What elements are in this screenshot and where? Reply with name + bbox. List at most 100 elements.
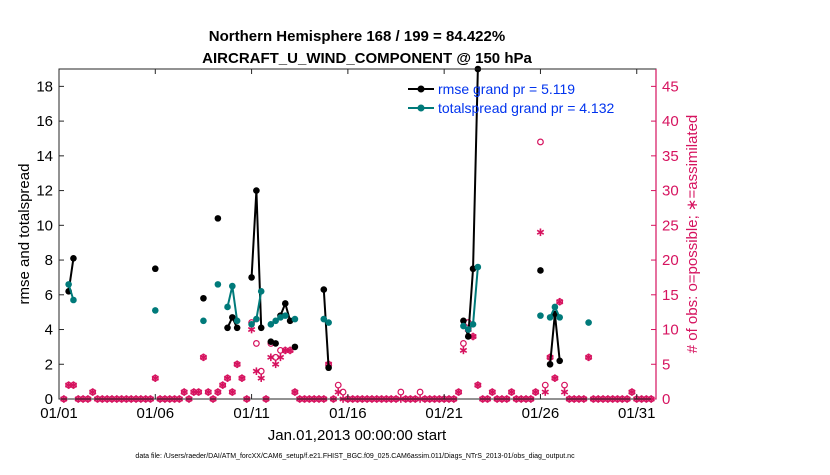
- rmse-point: [546, 360, 554, 368]
- spread-point: [200, 317, 207, 325]
- obs-assimilated-stroke: [584, 354, 593, 360]
- rmse-point: [229, 314, 236, 321]
- rmse-point: [257, 324, 265, 332]
- y2-tick-label: 20: [662, 252, 679, 269]
- obs-assimilated-stroke: [180, 389, 188, 395]
- rmse-point: [70, 255, 77, 262]
- obs-assimilated-stroke: [488, 389, 496, 395]
- obs-assimilated-point: [228, 388, 237, 396]
- obs-assimilated-stroke: [474, 382, 482, 388]
- obs-assimilated-stroke: [214, 389, 222, 395]
- y2-tick-label: 45: [662, 78, 679, 95]
- obs-assimilated-stroke: [334, 389, 342, 395]
- x-tick-label: 01/11: [233, 405, 269, 422]
- rmse-point: [272, 340, 279, 347]
- obs-assimilated-point: [459, 346, 468, 355]
- obs-assimilated-point: [488, 388, 496, 396]
- spread-point: [291, 315, 299, 323]
- obs-assimilated-point: [291, 388, 299, 396]
- obs-assimilated-point: [551, 374, 559, 382]
- obs-assimilated-stroke: [233, 361, 241, 367]
- y2-tick-label: 35: [662, 148, 679, 165]
- spread-point: [214, 281, 222, 288]
- rmse-point: [253, 187, 260, 194]
- spread-point: [320, 315, 328, 323]
- rmse-point: [233, 324, 241, 332]
- obs-assimilated-point: [89, 388, 97, 396]
- legend-rmse-label: rmse grand pr = 5.119: [438, 81, 575, 97]
- y-tick-label: 18: [36, 78, 53, 95]
- obs-assimilated-stroke: [291, 389, 299, 395]
- spread-point: [272, 317, 279, 325]
- spread-point: [281, 312, 289, 319]
- obs-assimilated-point: [180, 388, 188, 396]
- obs-assimilated-stroke: [228, 389, 237, 395]
- obs-assimilated-point: [560, 388, 569, 396]
- rmse-point: [151, 265, 159, 273]
- obs-assimilated-stroke: [238, 375, 246, 381]
- obs-assimilated-stroke: [267, 354, 275, 360]
- legend: rmse grand pr = 5.119 totalspread grand …: [408, 81, 615, 116]
- y2-axis-label: # of obs: o=possible; ∗=assimilated: [684, 115, 701, 354]
- obs-possible-point: [334, 381, 342, 389]
- obs-assimilated-stroke: [219, 382, 227, 388]
- spread-point: [267, 321, 275, 328]
- rmse-point: [537, 267, 544, 274]
- rmse-point: [464, 333, 472, 340]
- rmse-point: [281, 300, 289, 307]
- obs-assimilated-stroke: [531, 389, 540, 395]
- obs-possible-point: [537, 138, 544, 146]
- spread-point: [224, 303, 231, 311]
- y2-tick-label: 0: [662, 391, 670, 408]
- obs-assimilated-point: [334, 388, 342, 396]
- obs-assimilated-point: [454, 388, 463, 396]
- obs-assimilated-point: [69, 381, 78, 389]
- x-tick-label: 01/06: [137, 405, 175, 422]
- spread-point: [585, 319, 592, 326]
- obs-possible-point: [460, 340, 467, 347]
- spread-point: [474, 263, 482, 271]
- obs-possible-point: [277, 346, 284, 354]
- obs-assimilated-point: [584, 353, 593, 362]
- obs-possible-point: [416, 388, 424, 396]
- obs-assimilated-stroke: [194, 389, 203, 395]
- spread-point: [556, 314, 564, 321]
- obs-assimilated-stroke: [257, 375, 265, 381]
- obs-assimilated-point: [257, 374, 265, 382]
- obs-assimilated-stroke: [199, 354, 208, 360]
- obs-possible-point: [561, 381, 568, 389]
- rmse-point: [200, 294, 207, 302]
- obs-assimilated-point: [276, 353, 285, 362]
- obs-assimilated-stroke: [69, 382, 78, 388]
- legend-spread-marker: [417, 104, 425, 112]
- obs-assimilated-stroke: [459, 347, 468, 353]
- obs-assimilated-point: [267, 353, 275, 362]
- x-tick-label: 01/21: [425, 405, 463, 422]
- obs-assimilated-point: [536, 228, 545, 237]
- obs-assimilated-stroke: [551, 375, 559, 381]
- y-tick-label: 6: [45, 287, 53, 304]
- rmse-point: [556, 357, 564, 365]
- spread-point: [469, 321, 477, 328]
- y-axis-label: rmse and totalspread: [16, 164, 33, 305]
- spread-point: [325, 319, 332, 326]
- obs-possible-point: [257, 367, 265, 375]
- spread-point: [233, 317, 241, 325]
- chart-title: Northern Hemisphere 168 / 199 = 84.422%: [209, 28, 505, 45]
- rmse-line: [322, 289, 330, 368]
- obs-assimilated-stroke: [204, 389, 212, 395]
- obs-assimilated-point: [628, 388, 636, 396]
- y2-tick-label: 40: [662, 113, 679, 130]
- obs-assimilated-stroke: [536, 229, 545, 235]
- obs-assimilated-point: [194, 388, 203, 396]
- x-tick-label: 01/16: [329, 405, 367, 422]
- rmse-point: [325, 364, 332, 372]
- y2-tick-label: 25: [662, 217, 679, 234]
- obs-assimilated-point: [214, 388, 222, 396]
- obs-assimilated-point: [204, 388, 212, 396]
- legend-spread-label: totalspread grand pr = 4.132: [438, 100, 615, 116]
- y-tick-label: 4: [45, 322, 53, 339]
- obs-assimilated-point: [474, 381, 482, 389]
- obs-assimilated-stroke: [276, 354, 285, 360]
